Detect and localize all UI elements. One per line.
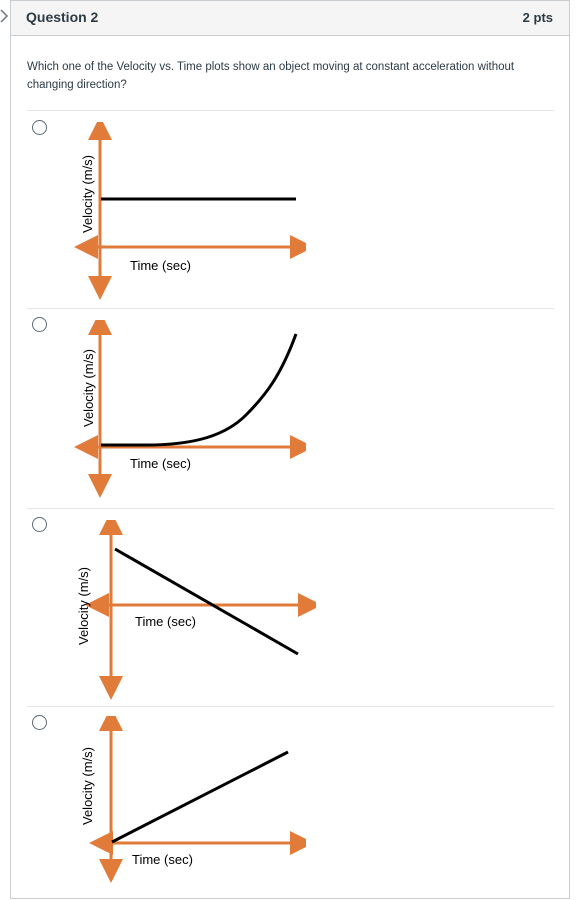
- velocity-time-plot-constant: Velocity (m/s) Time (sec): [74, 122, 306, 300]
- answer-divider: [27, 308, 554, 309]
- x-axis-label: Time (sec): [130, 258, 191, 273]
- answer-divider: [27, 706, 554, 707]
- answer-option[interactable]: Velocity (m/s) Time (sec): [11, 110, 569, 308]
- answer-radio[interactable]: [32, 120, 47, 135]
- velocity-time-plot-decreasing: Velocity (m/s) Time (sec): [76, 520, 316, 700]
- collapse-chevron-icon[interactable]: [0, 8, 10, 24]
- y-axis-label: Velocity (m/s): [81, 349, 96, 427]
- question-title: Question 2: [26, 9, 99, 25]
- question-header: Question 2 2 pts: [11, 0, 569, 36]
- x-axis-label: Time (sec): [130, 456, 191, 471]
- x-axis-label: Time (sec): [132, 852, 193, 867]
- question-card: Question 2 2 pts Which one of the Veloci…: [10, 0, 570, 899]
- answer-option[interactable]: Velocity (m/s) Time (sec): [11, 706, 569, 896]
- question-prompt: Which one of the Velocity vs. Time plots…: [27, 61, 515, 91]
- x-axis-label: Time (sec): [135, 614, 196, 629]
- velocity-time-plot-curved: Velocity (m/s) Time (sec): [74, 320, 306, 498]
- answer-option[interactable]: Velocity (m/s) Time (sec): [11, 508, 569, 706]
- velocity-curve: [114, 547, 299, 656]
- velocity-time-plot-increasing: Velocity (m/s) Time (sec): [80, 716, 306, 883]
- answer-radio[interactable]: [32, 517, 47, 532]
- answer-radio[interactable]: [32, 715, 47, 730]
- velocity-curve: [101, 333, 298, 447]
- answer-option[interactable]: Velocity (m/s) Time (sec): [11, 308, 569, 508]
- y-axis-label: Velocity (m/s): [80, 155, 95, 233]
- answer-radio[interactable]: [32, 317, 47, 332]
- question-points: 2 pts: [522, 10, 553, 25]
- answer-divider: [27, 508, 554, 509]
- y-axis-label: Velocity (m/s): [76, 567, 91, 645]
- answer-divider: [27, 110, 554, 111]
- y-axis-label: Velocity (m/s): [80, 747, 95, 825]
- velocity-curve: [111, 750, 289, 844]
